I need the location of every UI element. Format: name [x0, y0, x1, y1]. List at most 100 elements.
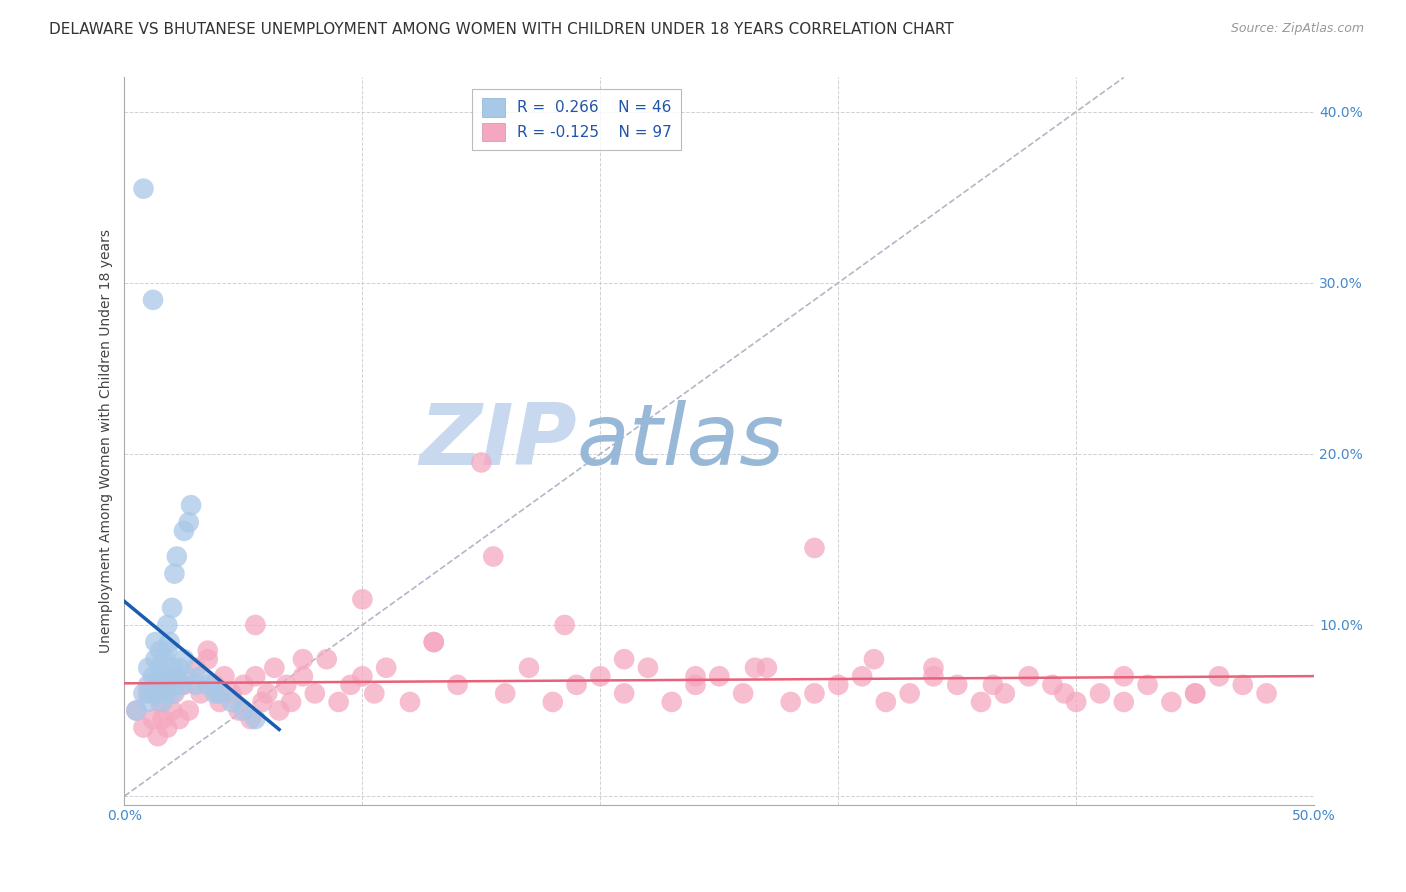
- Bhutanese: [755, 661, 778, 675]
- Bhutanese: [184, 661, 207, 675]
- Bhutanese: [339, 678, 361, 692]
- Delaware: [149, 643, 172, 657]
- Delaware: [190, 669, 212, 683]
- Bhutanese: [803, 541, 825, 555]
- Bhutanese: [136, 686, 159, 700]
- Bhutanese: [315, 652, 337, 666]
- Text: DELAWARE VS BHUTANESE UNEMPLOYMENT AMONG WOMEN WITH CHILDREN UNDER 18 YEARS CORR: DELAWARE VS BHUTANESE UNEMPLOYMENT AMONG…: [49, 22, 953, 37]
- Bhutanese: [245, 669, 267, 683]
- Delaware: [184, 678, 207, 692]
- Bhutanese: [1184, 686, 1206, 700]
- Bhutanese: [661, 695, 683, 709]
- Bhutanese: [709, 669, 731, 683]
- Bhutanese: [163, 686, 186, 700]
- Bhutanese: [145, 678, 167, 692]
- Delaware: [166, 549, 188, 564]
- Delaware: [204, 686, 226, 700]
- Delaware: [142, 686, 165, 700]
- Bhutanese: [142, 712, 165, 726]
- Bhutanese: [197, 652, 219, 666]
- Bhutanese: [517, 661, 540, 675]
- Bhutanese: [197, 643, 219, 657]
- Delaware: [142, 293, 165, 307]
- Bhutanese: [994, 686, 1017, 700]
- Bhutanese: [1053, 686, 1076, 700]
- Bhutanese: [423, 635, 446, 649]
- Bhutanese: [744, 661, 766, 675]
- Delaware: [163, 566, 186, 581]
- Text: atlas: atlas: [576, 400, 785, 483]
- Delaware: [136, 661, 159, 675]
- Delaware: [149, 661, 172, 675]
- Delaware: [156, 678, 179, 692]
- Bhutanese: [1208, 669, 1230, 683]
- Bhutanese: [177, 704, 200, 718]
- Bhutanese: [214, 669, 236, 683]
- Text: Source: ZipAtlas.com: Source: ZipAtlas.com: [1230, 22, 1364, 36]
- Delaware: [146, 686, 169, 700]
- Bhutanese: [423, 635, 446, 649]
- Bhutanese: [613, 686, 636, 700]
- Bhutanese: [173, 678, 195, 692]
- Bhutanese: [1064, 695, 1087, 709]
- Delaware: [221, 695, 243, 709]
- Y-axis label: Unemployment Among Women with Children Under 18 years: Unemployment Among Women with Children U…: [100, 229, 114, 653]
- Bhutanese: [1160, 695, 1182, 709]
- Bhutanese: [637, 661, 659, 675]
- Delaware: [153, 652, 176, 666]
- Bhutanese: [470, 455, 492, 469]
- Bhutanese: [132, 721, 155, 735]
- Bhutanese: [156, 721, 179, 735]
- Bhutanese: [269, 704, 291, 718]
- Bhutanese: [946, 678, 969, 692]
- Delaware: [180, 498, 202, 512]
- Delaware: [145, 635, 167, 649]
- Bhutanese: [159, 678, 181, 692]
- Bhutanese: [1136, 678, 1159, 692]
- Delaware: [149, 678, 172, 692]
- Bhutanese: [352, 669, 374, 683]
- Delaware: [152, 669, 174, 683]
- Delaware: [166, 669, 188, 683]
- Bhutanese: [541, 695, 564, 709]
- Delaware: [173, 524, 195, 538]
- Bhutanese: [291, 652, 314, 666]
- Delaware: [160, 600, 183, 615]
- Bhutanese: [482, 549, 505, 564]
- Delaware: [156, 618, 179, 632]
- Bhutanese: [149, 695, 172, 709]
- Bhutanese: [208, 695, 231, 709]
- Bhutanese: [589, 669, 612, 683]
- Bhutanese: [554, 618, 576, 632]
- Bhutanese: [685, 669, 707, 683]
- Bhutanese: [565, 678, 588, 692]
- Bhutanese: [153, 686, 176, 700]
- Bhutanese: [827, 678, 849, 692]
- Delaware: [177, 516, 200, 530]
- Bhutanese: [970, 695, 993, 709]
- Bhutanese: [245, 618, 267, 632]
- Delaware: [163, 678, 186, 692]
- Bhutanese: [167, 712, 190, 726]
- Delaware: [125, 704, 148, 718]
- Bhutanese: [1112, 695, 1135, 709]
- Bhutanese: [1018, 669, 1040, 683]
- Bhutanese: [149, 669, 172, 683]
- Bhutanese: [160, 704, 183, 718]
- Legend: R =  0.266    N = 46, R = -0.125    N = 97: R = 0.266 N = 46, R = -0.125 N = 97: [472, 88, 681, 151]
- Bhutanese: [875, 695, 897, 709]
- Delaware: [159, 635, 181, 649]
- Bhutanese: [1184, 686, 1206, 700]
- Delaware: [208, 686, 231, 700]
- Bhutanese: [922, 669, 945, 683]
- Delaware: [170, 678, 193, 692]
- Delaware: [160, 686, 183, 700]
- Bhutanese: [1042, 678, 1064, 692]
- Delaware: [153, 686, 176, 700]
- Bhutanese: [733, 686, 755, 700]
- Delaware: [156, 643, 179, 657]
- Bhutanese: [446, 678, 468, 692]
- Bhutanese: [166, 669, 188, 683]
- Bhutanese: [1112, 669, 1135, 683]
- Bhutanese: [152, 712, 174, 726]
